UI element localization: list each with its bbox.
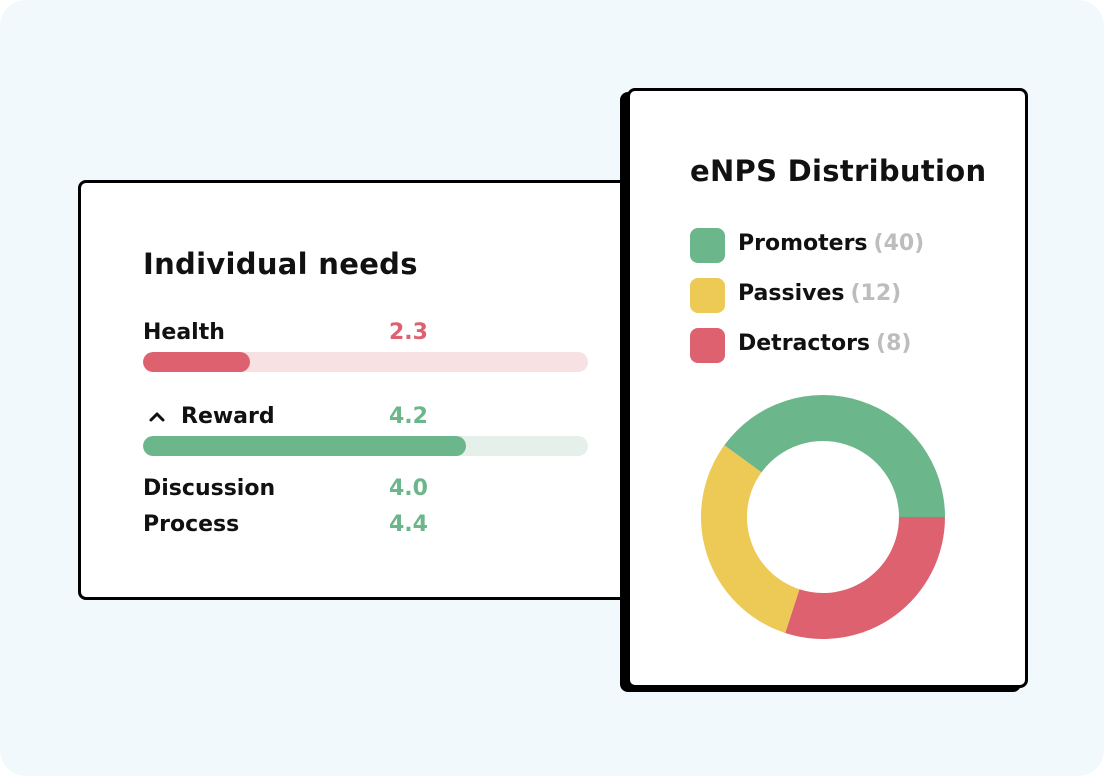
individual-needs-card: Individual needs Health 2.3 Reward 4.2 D…	[78, 180, 648, 600]
legend-name: Passives	[738, 281, 845, 306]
donut-slice-promoters	[724, 395, 945, 517]
legend-count: (12)	[850, 281, 902, 306]
need-row-process: Process 4.4	[143, 512, 443, 542]
need-label: Reward	[181, 404, 275, 429]
legend-label: Promoters (40)	[738, 231, 924, 256]
legend-swatch	[690, 228, 725, 263]
legend-swatch	[690, 278, 725, 313]
legend-label: Detractors (8)	[738, 331, 911, 356]
health-score-bar-fill	[143, 352, 250, 372]
need-row-discussion: Discussion 4.0	[143, 476, 443, 506]
legend-name: Promoters	[738, 231, 868, 256]
chevron-up-icon[interactable]	[147, 407, 167, 427]
need-label: Health	[143, 320, 225, 345]
enps-title: eNPS Distribution	[690, 154, 987, 188]
enps-donut-chart	[701, 395, 945, 639]
legend-count: (8)	[876, 331, 912, 356]
need-label: Process	[143, 512, 240, 537]
reward-score-bar-fill	[143, 436, 466, 456]
need-score: 2.3	[389, 320, 428, 345]
legend-name: Detractors	[738, 331, 871, 356]
legend-count: (40)	[873, 231, 925, 256]
need-score: 4.0	[389, 476, 428, 501]
need-score: 4.2	[389, 404, 428, 429]
need-label: Discussion	[143, 476, 276, 501]
enps-distribution-card: eNPS Distribution Promoters (40) Passives…	[627, 88, 1028, 688]
legend-swatch	[690, 328, 725, 363]
individual-needs-title: Individual needs	[143, 247, 418, 281]
donut-slice-passives	[701, 445, 800, 634]
health-score-bar	[143, 352, 588, 372]
reward-score-bar	[143, 436, 588, 456]
donut-slice-detractors	[785, 517, 945, 639]
legend-label: Passives (12)	[738, 281, 901, 306]
need-row-reward[interactable]: Reward 4.2	[143, 404, 443, 434]
need-score: 4.4	[389, 512, 428, 537]
need-row-health: Health 2.3	[143, 320, 443, 350]
